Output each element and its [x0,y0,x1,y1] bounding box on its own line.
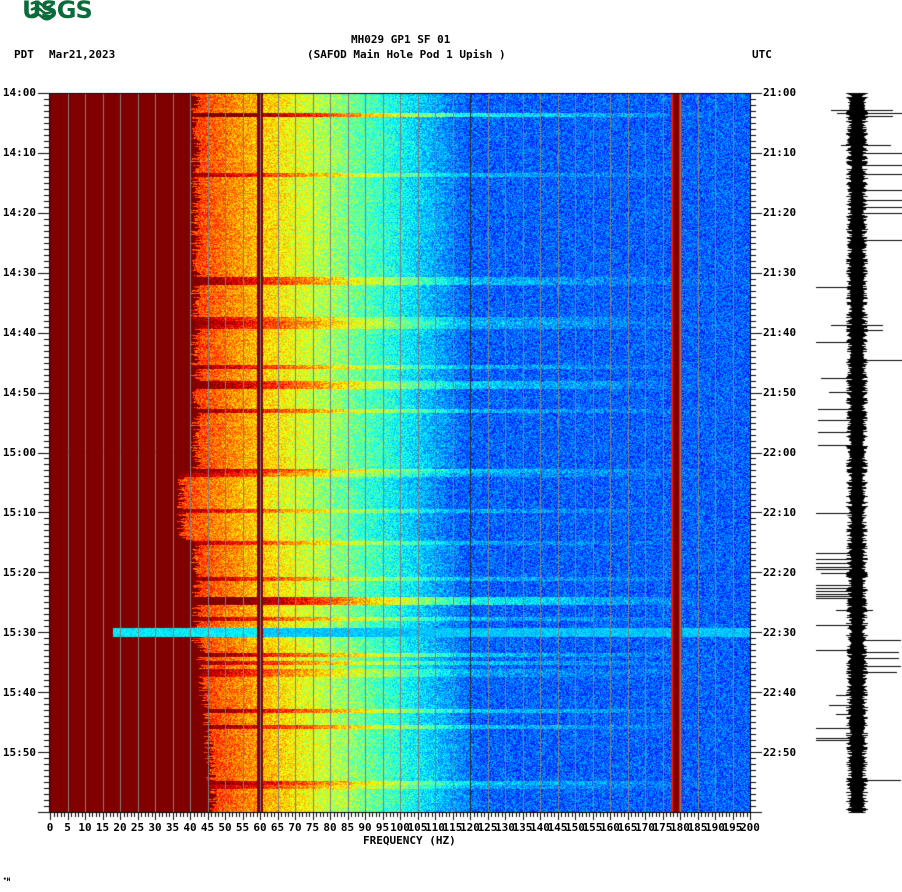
y-tick-label-left: 15:50 [2,746,36,759]
y-tick-label-right: 22:10 [763,506,797,519]
y-tick-label-right: 22:40 [763,686,797,699]
y-tick-label-right: 21:10 [763,146,797,159]
x-tick-label: 10 [78,821,92,834]
x-tick-label: 90 [358,821,372,834]
x-tick-label: 75 [305,821,320,834]
x-tick-label: 175 [652,821,673,834]
x-tick-label: 125 [477,821,498,834]
x-tick-label: 135 [512,821,533,834]
x-tick-label: 170 [635,821,655,834]
y-tick-label-left: 15:40 [2,686,36,699]
x-tick-label: 25 [130,821,145,834]
x-tick-label: 130 [495,821,515,834]
x-tick-label: 30 [148,821,162,834]
x-tick-label: 15 [95,821,110,834]
x-tick-label: 50 [218,821,232,834]
y-tick-label-left: 14:40 [2,326,36,339]
x-tick-label: 100 [390,821,410,834]
x-tick-label: 45 [200,821,215,834]
x-tick-label: 110 [425,821,445,834]
x-tick-label: 70 [288,821,302,834]
x-tick-label: 150 [565,821,585,834]
x-tick-label: 160 [600,821,620,834]
x-axis-title: FREQUENCY (HZ) [363,834,456,847]
footer-mark: •ʜ [3,876,11,883]
x-tick-label: 80 [323,821,337,834]
x-tick-label: 5 [64,821,71,834]
y-tick-label-left: 14:00 [2,86,36,99]
y-tick-label-left: 14:20 [2,206,36,219]
y-tick-label-right: 21:30 [763,266,797,279]
x-tick-label: 115 [442,821,463,834]
x-tick-label: 145 [547,821,568,834]
x-tick-label: 105 [407,821,428,834]
y-tick-label-right: 21:50 [763,386,797,399]
y-tick-label-right: 21:40 [763,326,797,339]
x-tick-label: 65 [270,821,285,834]
y-tick-label-left: 15:30 [2,626,36,639]
y-tick-label-left: 14:10 [2,146,36,159]
x-tick-label: 35 [165,821,180,834]
x-tick-label: 165 [617,821,638,834]
y-tick-label-right: 22:50 [763,746,797,759]
y-tick-label-right: 22:30 [763,626,797,639]
x-tick-label: 180 [670,821,690,834]
x-tick-label: 85 [340,821,355,834]
x-tick-label: 190 [705,821,725,834]
y-tick-label-right: 21:00 [763,86,797,99]
x-tick-label: 55 [235,821,250,834]
x-tick-label: 200 [740,821,760,834]
y-tick-label-left: 15:10 [2,506,36,519]
x-tick-label: 60 [253,821,267,834]
y-tick-label-left: 15:20 [2,566,36,579]
x-tick-label: 40 [183,821,197,834]
y-tick-label-left: 14:30 [2,266,36,279]
y-tick-label-left: 15:00 [2,446,36,459]
x-tick-label: 155 [582,821,603,834]
x-tick-label: 140 [530,821,550,834]
y-tick-label-left: 14:50 [2,386,36,399]
y-tick-label-right: 22:00 [763,446,797,459]
x-tick-label: 95 [375,821,390,834]
x-tick-label: 195 [722,821,743,834]
x-tick-label: 185 [687,821,708,834]
y-tick-label-right: 21:20 [763,206,797,219]
y-tick-label-right: 22:20 [763,566,797,579]
x-tick-label: 120 [460,821,480,834]
x-tick-label: 0 [46,821,54,834]
x-tick-label: 20 [113,821,127,834]
